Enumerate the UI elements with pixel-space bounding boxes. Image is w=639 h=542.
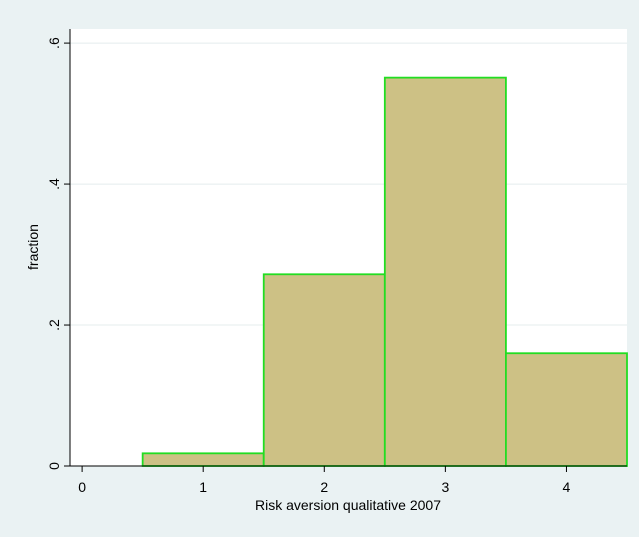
bar-4 xyxy=(505,352,628,467)
bars xyxy=(141,76,628,467)
y-tick-label-0: 0 xyxy=(46,462,62,470)
x-axis-ticks: 0 1 2 3 4 xyxy=(78,466,571,495)
bar-2 xyxy=(262,273,386,467)
y-tick-label-3: .6 xyxy=(46,37,62,49)
y-tick-label-2: .4 xyxy=(46,178,62,190)
y-axis-ticks: 0 .2 .4 .6 xyxy=(46,37,70,470)
x-tick-label-0: 0 xyxy=(78,479,86,495)
x-tick-label-1: 1 xyxy=(199,479,207,495)
bar-3 xyxy=(383,76,507,467)
x-axis-title: Risk aversion qualitative 2007 xyxy=(255,497,441,513)
x-tick-label-4: 4 xyxy=(563,479,571,495)
y-axis-title: fraction xyxy=(25,224,41,270)
x-tick-label-3: 3 xyxy=(441,479,449,495)
axes xyxy=(69,29,627,467)
y-tick-label-1: .2 xyxy=(46,319,62,331)
x-tick-label-2: 2 xyxy=(320,479,328,495)
bar-1 xyxy=(141,452,265,467)
